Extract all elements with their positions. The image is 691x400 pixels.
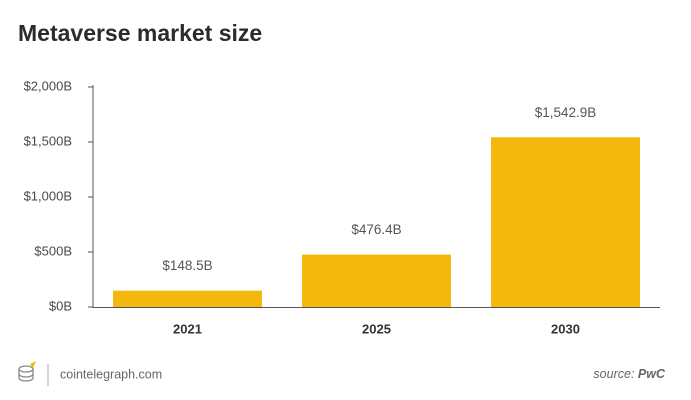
source: source: PwC bbox=[593, 367, 666, 381]
source-label: source: bbox=[593, 367, 634, 381]
value-label: $148.5B bbox=[162, 258, 212, 273]
y-tick-label: $500B bbox=[34, 243, 72, 258]
y-tick-label: $1,000B bbox=[24, 188, 72, 203]
source-name: PwC bbox=[638, 367, 666, 381]
chart-title: Metaverse market size bbox=[18, 20, 262, 46]
value-label: $1,542.9B bbox=[535, 105, 597, 120]
bar bbox=[302, 254, 451, 307]
bar bbox=[491, 137, 640, 307]
bar bbox=[113, 290, 262, 307]
x-tick-label: 2030 bbox=[551, 321, 580, 336]
x-tick-label: 2021 bbox=[173, 321, 202, 336]
brand: cointelegraph.com bbox=[60, 367, 162, 381]
logo bbox=[18, 361, 36, 382]
y-tick-label: $0B bbox=[49, 298, 72, 313]
value-label: $476.4B bbox=[351, 222, 401, 237]
y-tick-label: $2,000B bbox=[24, 78, 72, 93]
x-tick-label: 2025 bbox=[362, 321, 391, 336]
y-tick-label: $1,500B bbox=[24, 133, 72, 148]
